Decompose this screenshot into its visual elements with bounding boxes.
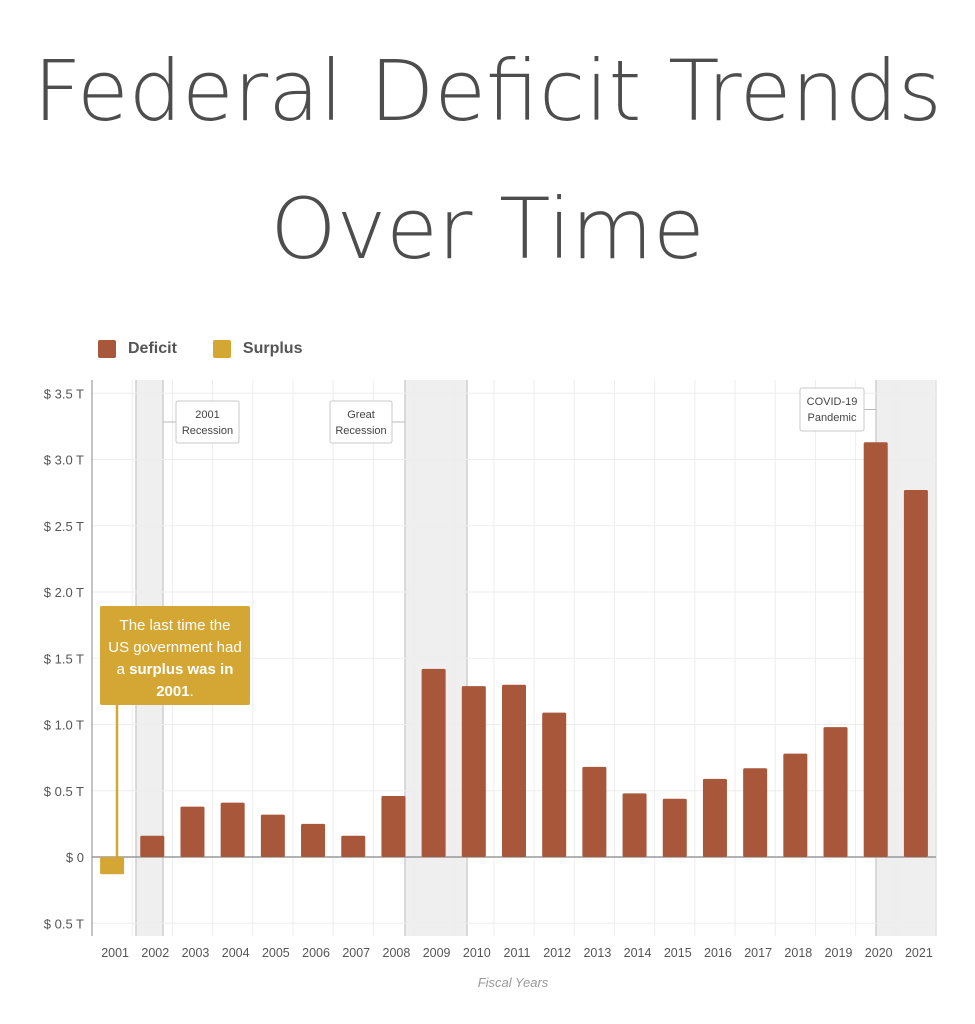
deficit-bar-2006 xyxy=(301,823,326,857)
deficit-bar-2002 xyxy=(140,835,165,857)
chart-legend: Deficit Surplus xyxy=(98,340,302,358)
x-tick-label: 2011 xyxy=(504,946,531,960)
x-tick-label: 2020 xyxy=(865,946,893,960)
legend-item-surplus[interactable]: Surplus xyxy=(212,340,303,358)
x-tick-label: 2006 xyxy=(302,946,330,960)
annotation-label-line2: Recession xyxy=(182,425,233,437)
x-tick-label: 2009 xyxy=(423,946,451,960)
y-tick-label: $ 1.0 T xyxy=(44,718,84,733)
x-tick-label: 2013 xyxy=(583,946,611,960)
annotation-label-line1: COVID-19 xyxy=(807,396,858,408)
page-title: Federal Deficit Trends Over Time xyxy=(0,22,975,298)
x-tick-label: 2004 xyxy=(222,946,250,960)
x-tick-label: 2001 xyxy=(101,946,129,960)
deficit-bar-2010 xyxy=(461,686,486,857)
y-tick-label: $ 0.5 T xyxy=(44,784,84,799)
legend-label-surplus: Surplus xyxy=(242,340,303,357)
deficit-swatch xyxy=(98,340,116,358)
y-tick-label: $ 2.5 T xyxy=(44,519,84,534)
x-tick-label: 2008 xyxy=(383,946,411,960)
annotation-box xyxy=(175,400,240,444)
x-tick-label: 2017 xyxy=(744,946,772,960)
surplus-callout: The last time the US government had a su… xyxy=(100,606,250,705)
annotation-label-line1: Great xyxy=(347,409,375,421)
y-tick-label: $ 0 xyxy=(66,850,84,865)
x-tick-label: 2018 xyxy=(784,946,812,960)
annotation-label-line2: Recession xyxy=(335,425,386,437)
callout-text-1: The last time the US government had a xyxy=(108,617,242,678)
surplus-swatch xyxy=(212,340,231,358)
deficit-bar-2020 xyxy=(863,442,888,857)
x-axis-title: Fiscal Years xyxy=(477,975,549,990)
deficit-bar-2008 xyxy=(381,796,406,857)
surplus-bar-2001 xyxy=(100,857,125,875)
x-tick-label: 2007 xyxy=(342,946,370,960)
callout-text-2: . xyxy=(189,683,194,700)
annotation-box xyxy=(799,387,865,432)
annotation-box xyxy=(329,400,393,444)
title-line-2: Over Time xyxy=(270,180,705,278)
callout-text-bold: surplus was in 2001 xyxy=(129,661,234,700)
deficit-bar-2004 xyxy=(220,802,245,857)
x-tick-label: 2012 xyxy=(543,946,571,960)
deficit-bar-2021 xyxy=(903,489,928,857)
deficit-bar-2018 xyxy=(783,753,808,857)
deficit-bar-2013 xyxy=(582,766,607,857)
deficit-bar-2012 xyxy=(542,712,567,857)
x-tick-label: 2019 xyxy=(825,946,853,960)
x-tick-label: 2014 xyxy=(624,946,652,960)
deficit-bar-2009 xyxy=(421,668,446,857)
deficit-bar-2016 xyxy=(702,778,727,857)
deficit-bar-2007 xyxy=(341,835,366,857)
x-tick-label: 2021 xyxy=(905,946,933,960)
deficit-bar-2015 xyxy=(662,798,687,857)
y-tick-label: $ 2.0 T xyxy=(44,585,84,600)
x-tick-label: 2003 xyxy=(182,946,210,960)
legend-label-deficit: Deficit xyxy=(128,340,177,357)
y-tick-label: $ 0.5 T xyxy=(44,916,84,931)
deficit-bar-2011 xyxy=(502,684,526,857)
deficit-bar-2017 xyxy=(743,768,768,857)
y-tick-label: $ 3.0 T xyxy=(44,453,84,468)
x-tick-label: 2002 xyxy=(141,946,169,960)
x-tick-label: 2015 xyxy=(664,946,692,960)
deficit-bar-2014 xyxy=(622,793,647,857)
y-tick-label: $ 3.5 T xyxy=(44,386,84,401)
deficit-bar-2003 xyxy=(180,806,205,857)
y-tick-label: $ 1.5 T xyxy=(44,651,84,666)
x-tick-label: 2010 xyxy=(463,946,491,960)
deficit-bar-2005 xyxy=(260,814,285,857)
legend-item-deficit[interactable]: Deficit xyxy=(98,340,177,358)
x-tick-label: 2005 xyxy=(262,946,290,960)
title-line-1: Federal Deficit Trends xyxy=(33,42,942,140)
annotation-label-line1: 2001 xyxy=(195,409,219,421)
deficit-bar-2019 xyxy=(823,727,848,857)
x-tick-label: 2016 xyxy=(704,946,732,960)
annotation-label-line2: Pandemic xyxy=(808,412,857,424)
